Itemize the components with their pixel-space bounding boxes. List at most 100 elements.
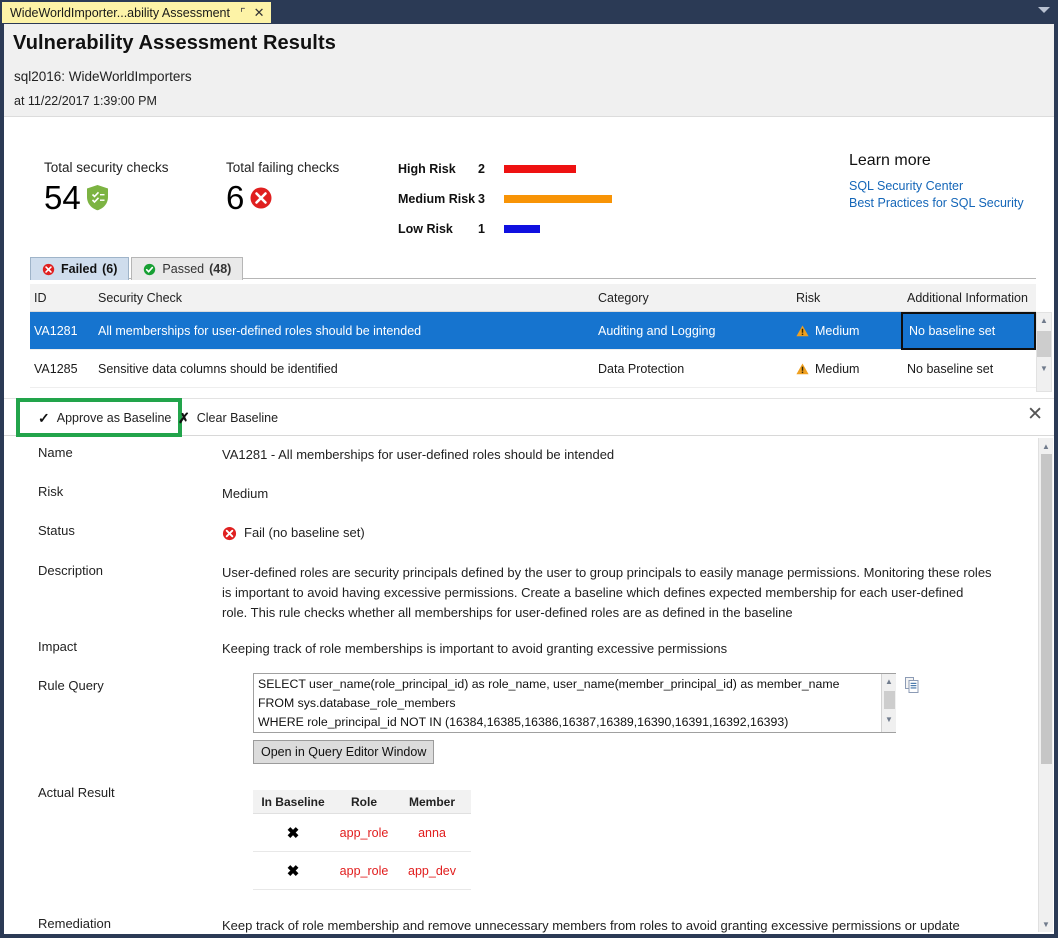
scrollbar-thumb[interactable]: [1037, 331, 1051, 357]
scan-timestamp: at 11/22/2017 1:39:00 PM: [14, 94, 157, 108]
results-tabs: Failed (6) Passed (48): [30, 256, 245, 280]
detail-status-text: Fail (no baseline set): [244, 525, 365, 540]
detail-row-description: Description User-defined roles are secur…: [4, 563, 1014, 623]
tab-count: (6): [102, 262, 118, 276]
metric-caption: Total security checks: [44, 160, 169, 175]
details-pane: Name VA1281 - All memberships for user-d…: [4, 437, 1054, 934]
detail-label-impact: Impact: [38, 639, 78, 654]
column-header-additional-information[interactable]: Additional Information: [907, 290, 1028, 305]
cell-role: app_role: [339, 863, 389, 878]
cell-member: anna: [418, 825, 446, 840]
detail-row-impact: Impact Keeping track of role memberships…: [4, 639, 1014, 659]
x-mark-icon: ✗: [178, 410, 190, 426]
rule-query-scrollbar[interactable]: ▲ ▼: [881, 674, 896, 732]
actual-result-header-row: In Baseline Role Member: [253, 790, 471, 814]
cell-member: app_dev: [408, 863, 456, 878]
table-row[interactable]: VA1281 All memberships for user-defined …: [30, 311, 1036, 350]
x-mark-icon: ✖: [286, 824, 300, 842]
scroll-up-icon[interactable]: ▲: [885, 676, 893, 686]
detail-row-rule-query: Rule Query: [4, 678, 1014, 693]
detail-label-actual-result: Actual Result: [38, 785, 115, 800]
cell-category: Data Protection: [598, 361, 685, 376]
table-row[interactable]: VA1285 Sensitive data columns should be …: [30, 350, 1036, 388]
table-row: ✖ app_role app_dev: [253, 852, 471, 890]
risk-row-medium: Medium Risk 3: [398, 188, 612, 210]
risk-bar-low: [504, 225, 540, 233]
metric-total-failing-checks: Total failing checks 6: [226, 160, 339, 214]
approve-as-baseline-label: Approve as Baseline: [56, 411, 172, 425]
column-header-member: Member: [408, 794, 455, 809]
column-header-role: Role: [350, 794, 377, 809]
learn-more-title: Learn more: [849, 152, 931, 169]
cell-security-check: All memberships for user-defined roles s…: [98, 323, 422, 338]
link-sql-security-center[interactable]: SQL Security Center: [849, 179, 964, 193]
detail-label-name: Name: [38, 445, 73, 460]
scroll-up-icon[interactable]: ▲: [1040, 315, 1048, 325]
risk-count: 2: [478, 162, 485, 176]
column-header-risk[interactable]: Risk: [796, 290, 821, 305]
risk-count: 3: [478, 192, 485, 206]
document-tab[interactable]: WideWorldImporter...ability Assessment ⌜…: [2, 2, 271, 23]
column-header-id[interactable]: ID: [34, 290, 47, 305]
summary-strip: Total security checks 54 T: [4, 118, 1054, 236]
cell-category: Auditing and Logging: [598, 323, 716, 338]
cell-risk-label: Medium: [815, 323, 860, 338]
grid-scrollbar[interactable]: ▲ ▼: [1036, 312, 1052, 392]
report-page: Vulnerability Assessment Results sql2016…: [4, 24, 1054, 934]
detail-row-actual-result: Actual Result: [4, 785, 1014, 800]
shield-check-icon: [86, 184, 109, 211]
tab-label: Passed: [162, 262, 205, 276]
open-in-query-editor-button[interactable]: Open in Query Editor Window: [253, 740, 435, 764]
risk-label: Medium Risk: [398, 192, 476, 206]
cell-id: VA1285: [34, 361, 78, 376]
detail-label-status: Status: [38, 523, 75, 538]
pin-icon[interactable]: ⌜: [239, 5, 246, 20]
chevron-down-icon[interactable]: [1038, 7, 1050, 13]
tabs-underline: [30, 278, 1036, 279]
page-title: Vulnerability Assessment Results: [13, 32, 336, 54]
error-circle-icon: [249, 186, 273, 210]
detail-value-risk: Medium: [222, 486, 269, 501]
scroll-down-icon[interactable]: ▼: [885, 714, 893, 724]
details-scrollbar[interactable]: ▲ ▼: [1038, 438, 1053, 932]
copy-icon[interactable]: [905, 677, 919, 693]
link-best-practices-sql-security[interactable]: Best Practices for SQL Security: [849, 196, 1024, 210]
window-bottom-edge: [0, 934, 1058, 938]
check-mark-icon: ✓: [38, 410, 50, 426]
detail-row-name: Name VA1281 - All memberships for user-d…: [4, 445, 1014, 465]
title-bar: WideWorldImporter...ability Assessment ⌜…: [0, 0, 1058, 24]
column-header-category[interactable]: Category: [598, 290, 649, 305]
metric-caption: Total failing checks: [226, 160, 340, 175]
scrollbar-thumb[interactable]: [1041, 454, 1052, 764]
cell-risk: Medium: [796, 324, 901, 338]
close-details-icon[interactable]: ✕: [1027, 404, 1043, 425]
approve-baseline-highlight: [16, 398, 182, 437]
metric-total-security-checks: Total security checks 54: [44, 160, 169, 214]
warning-triangle-icon: [796, 363, 809, 375]
column-header-security-check[interactable]: Security Check: [98, 290, 183, 305]
clear-baseline-button[interactable]: ✗ Clear Baseline: [178, 407, 278, 429]
rule-query-textarea[interactable]: SELECT user_name(role_principal_id) as r…: [253, 673, 896, 733]
risk-row-low: Low Risk 1: [398, 218, 612, 240]
tab-label: Failed: [61, 262, 98, 276]
scroll-down-icon[interactable]: ▼: [1042, 919, 1050, 929]
scroll-down-icon[interactable]: ▼: [1040, 363, 1048, 373]
actual-result-table: In Baseline Role Member ✖ app_role anna …: [253, 790, 471, 890]
risk-bar-medium: [504, 195, 612, 203]
scrollbar-thumb[interactable]: [883, 691, 895, 709]
tab-passed[interactable]: Passed (48): [131, 257, 244, 280]
cell-security-check: Sensitive data columns should be identif…: [98, 361, 338, 376]
cell-additional-information: No baseline set: [901, 311, 1036, 350]
learn-more-section: Learn more SQL Security Center Best Prac…: [849, 152, 1024, 212]
close-icon[interactable]: ✕: [253, 5, 265, 20]
tab-failed[interactable]: Failed (6): [30, 257, 130, 280]
detail-label-rule-query: Rule Query: [38, 678, 104, 693]
report-header: Vulnerability Assessment Results sql2016…: [4, 24, 1054, 117]
risk-label: Low Risk: [398, 222, 453, 236]
clear-baseline-label: Clear Baseline: [196, 411, 279, 425]
approve-as-baseline-button[interactable]: ✓ Approve as Baseline: [38, 407, 171, 429]
detail-label-risk: Risk: [38, 484, 64, 499]
grid-header-row: ID Security Check Category Risk Addition…: [30, 284, 1036, 312]
scroll-up-icon[interactable]: ▲: [1042, 441, 1050, 451]
metric-value: 54: [44, 179, 81, 216]
